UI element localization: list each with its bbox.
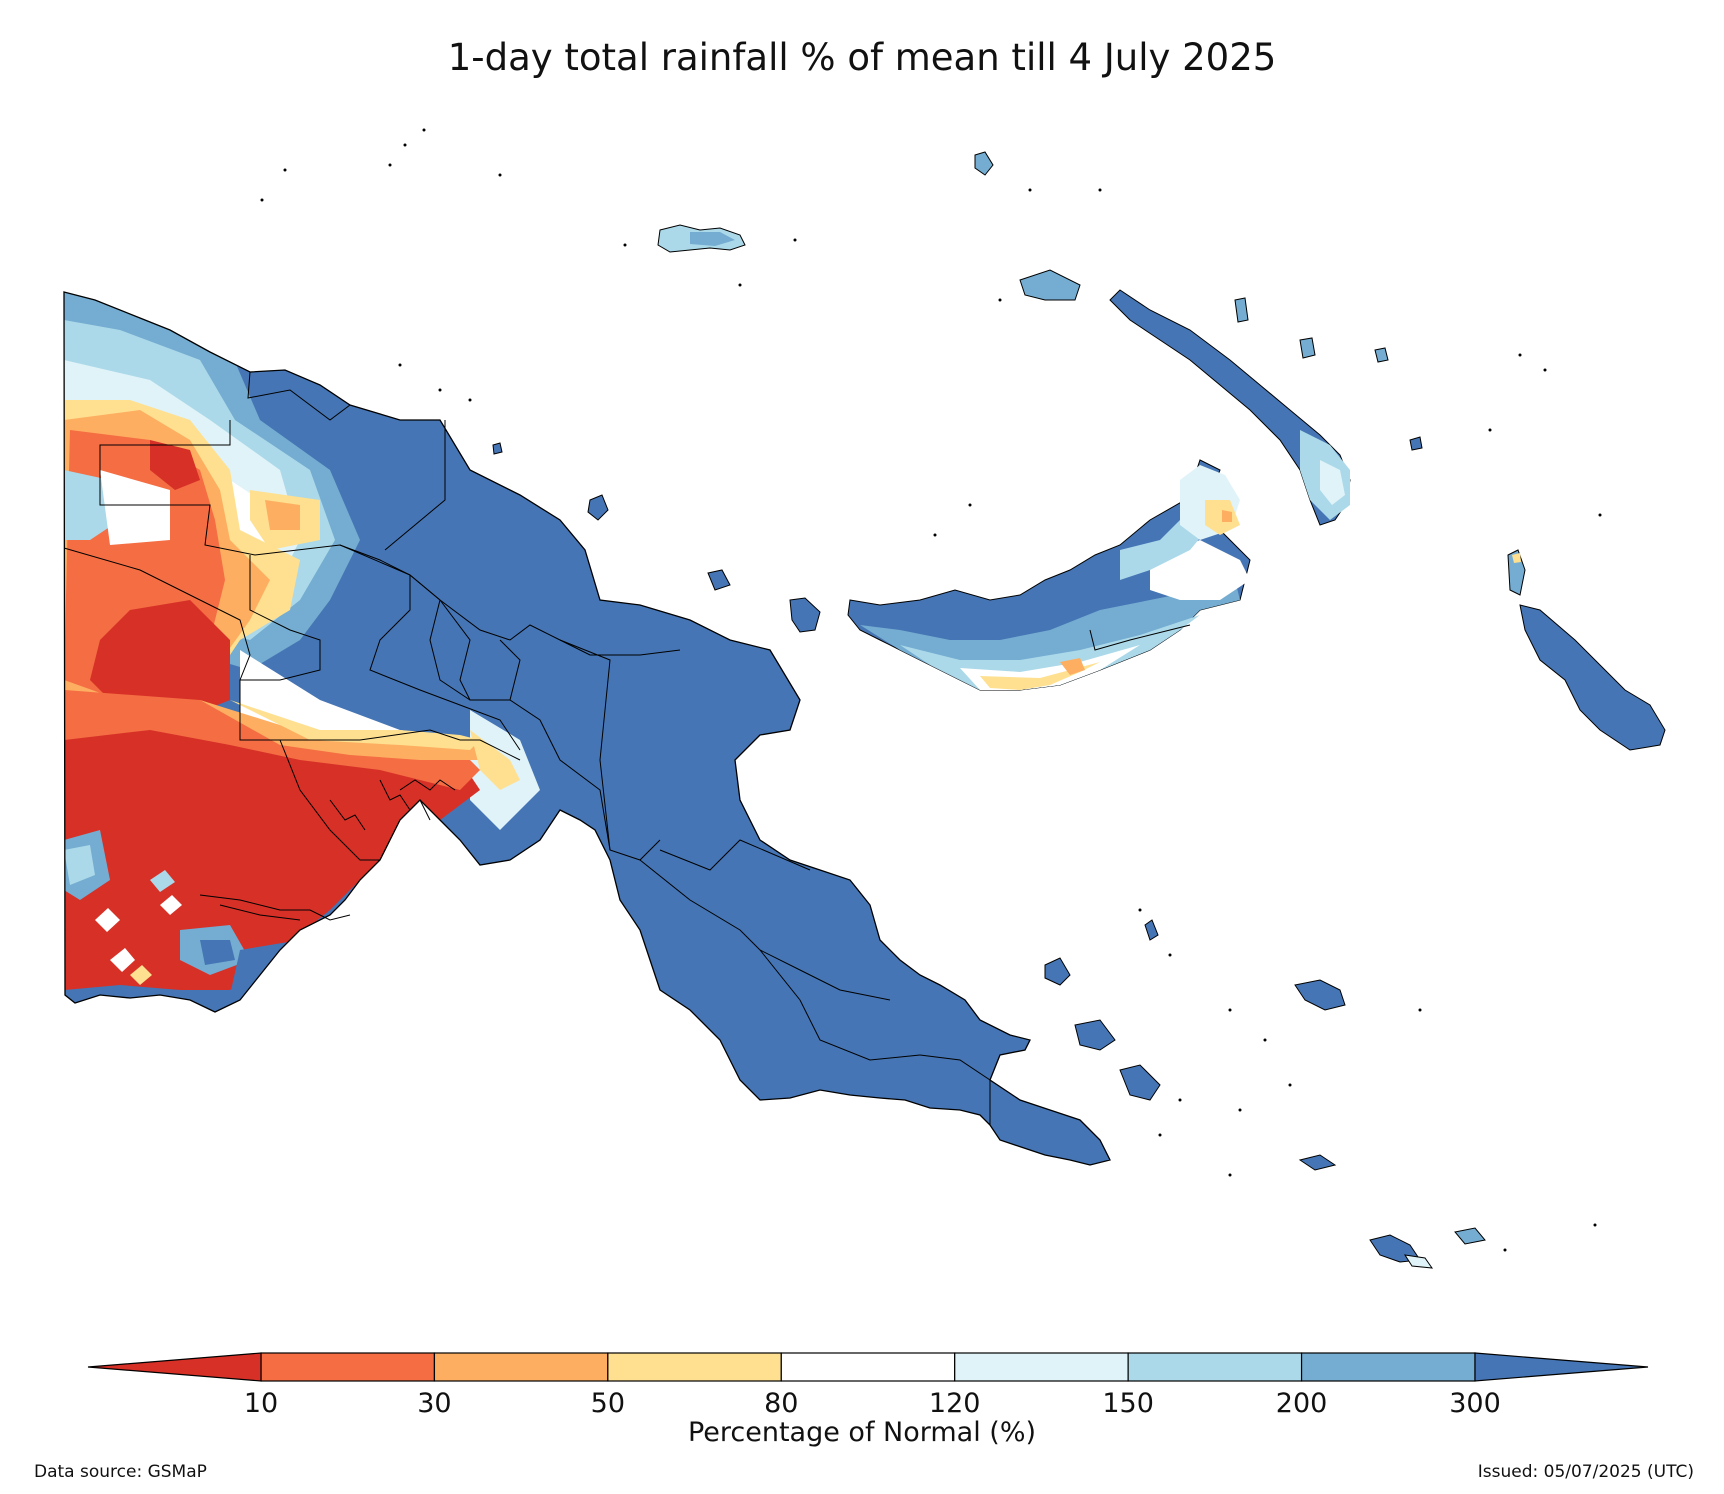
colorbar-tick-label: 50 [590, 1388, 626, 1419]
colorbar-low-extension [87, 1352, 262, 1382]
issued-date: Issued: 05/07/2025 (UTC) [1477, 1462, 1694, 1482]
colorbar-tick-label: 30 [417, 1388, 452, 1419]
colorbar-label: Percentage of Normal (%) [687, 1417, 1037, 1448]
small-islands [492, 297, 1486, 1269]
colorbar-tick-label: 150 [1102, 1388, 1154, 1419]
colorbar-tick-label: 80 [764, 1388, 799, 1419]
colorbar-segment [607, 1352, 782, 1382]
new-britain [847, 459, 1251, 691]
colorbar-tick-label: 10 [243, 1388, 279, 1419]
mainland-outline [63, 291, 1111, 1166]
data-source: Data source: GSMaP [34, 1462, 207, 1482]
coast-details [199, 779, 456, 921]
colorbar-segments [260, 1352, 1476, 1382]
province-borders [63, 371, 991, 1125]
new-ireland [1019, 269, 1351, 526]
map-title: 1-day total rainfall % of mean till 4 Ju… [447, 36, 1277, 79]
colorbar-segment [1127, 1352, 1303, 1382]
bougainville [1507, 549, 1666, 751]
colorbar-segment [433, 1352, 609, 1382]
manus-island [657, 151, 994, 253]
colorbar-high-extension [1474, 1352, 1649, 1382]
colorbar-segment [780, 1352, 956, 1382]
colorbar-segment [260, 1352, 436, 1382]
colorbar-tick-label: 300 [1449, 1388, 1501, 1419]
colorbar-segment [954, 1352, 1129, 1382]
colorbar-segment [1300, 1352, 1476, 1382]
colorbar-tick-label: 120 [928, 1388, 981, 1419]
colorbar-tick-label: 200 [1275, 1388, 1328, 1419]
tiny-islands [260, 128, 1602, 1252]
